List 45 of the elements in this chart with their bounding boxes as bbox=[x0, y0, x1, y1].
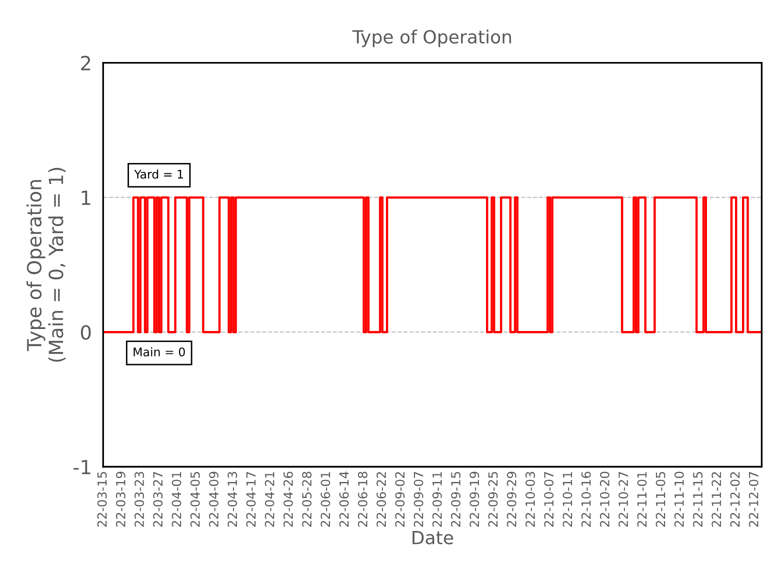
x-tick-label: 22-10-20 bbox=[600, 472, 610, 527]
chart-title: Type of Operation bbox=[352, 30, 511, 48]
x-tick-label: 22-04-13 bbox=[228, 472, 238, 527]
x-tick-label: 22-12-07 bbox=[748, 472, 758, 527]
x-tick-label: 22-10-03 bbox=[525, 472, 535, 527]
x-tick-label: 22-09-11 bbox=[432, 472, 442, 527]
x-tick-label: 22-05-28 bbox=[302, 472, 312, 527]
x-tick-label: 22-04-01 bbox=[172, 472, 182, 527]
y-tick-label: -1 bbox=[74, 460, 90, 474]
y-axis-title: Type of Operation (Main = 0, Yard = 1) bbox=[26, 168, 66, 362]
x-axis-title: Date bbox=[412, 530, 454, 544]
x-tick-label: 22-11-15 bbox=[693, 472, 703, 527]
x-tick-label: 22-09-15 bbox=[451, 472, 460, 527]
x-tick-label: 22-11-10 bbox=[674, 472, 684, 527]
y-tick-label: 0 bbox=[80, 325, 91, 340]
y-tick-label: 2 bbox=[81, 56, 90, 70]
x-tick-label: 22-09-07 bbox=[414, 472, 424, 527]
x-tick-label: 22-03-27 bbox=[153, 472, 163, 527]
x-tick-label: 22-10-27 bbox=[618, 472, 628, 527]
x-tick-label: 22-10-11 bbox=[562, 472, 572, 527]
x-tick-label: 22-09-19 bbox=[470, 472, 480, 527]
x-tick-label: 22-04-05 bbox=[190, 472, 200, 527]
x-tick-label: 22-04-17 bbox=[246, 472, 256, 527]
x-tick-label: 22-03-23 bbox=[134, 472, 144, 527]
annotation: Yard = 1 bbox=[134, 170, 183, 179]
x-tick-label: 22-09-29 bbox=[506, 472, 516, 527]
x-tick-label: 22-12-02 bbox=[730, 472, 740, 527]
x-tick-label: 22-09-25 bbox=[488, 472, 498, 527]
x-tick-label: 22-10-16 bbox=[581, 472, 591, 527]
x-tick-label: 22-03-15 bbox=[97, 472, 107, 527]
y-tick-label: 1 bbox=[82, 190, 90, 205]
x-tick-label: 22-04-09 bbox=[209, 472, 218, 527]
x-tick-label: 22-04-21 bbox=[264, 472, 274, 527]
x-tick-label: 22-06-22 bbox=[376, 472, 386, 527]
x-tick-label: 22-10-07 bbox=[544, 472, 554, 527]
x-tick-label: 22-11-01 bbox=[637, 472, 647, 527]
x-tick-label: 22-06-01 bbox=[320, 472, 330, 527]
x-tick-label: 22-11-22 bbox=[712, 472, 721, 527]
x-tick-label: 22-09-02 bbox=[395, 472, 405, 527]
annotation: Main = 0 bbox=[134, 347, 185, 356]
x-tick-label: 22-03-19 bbox=[116, 472, 126, 527]
x-tick-label: 22-06-18 bbox=[358, 472, 368, 527]
x-tick-label: 22-06-14 bbox=[339, 472, 349, 527]
x-tick-label: 22-11-05 bbox=[656, 472, 666, 527]
x-tick-label: 22-04-26 bbox=[283, 472, 293, 527]
